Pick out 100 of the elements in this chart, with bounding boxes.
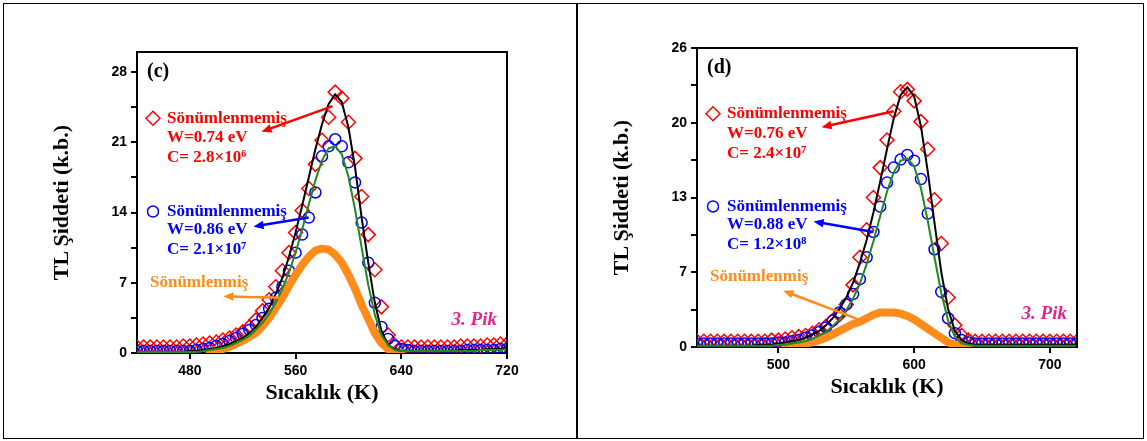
point xyxy=(704,337,717,347)
y-axis-title: TL Şiddeti (k.b.) xyxy=(607,119,633,276)
point xyxy=(334,90,350,106)
point xyxy=(738,337,751,347)
point xyxy=(480,343,494,353)
point xyxy=(494,342,507,353)
point xyxy=(342,156,355,169)
point xyxy=(845,277,861,293)
point xyxy=(327,84,343,100)
x-tick-label: 560 xyxy=(283,362,308,379)
point xyxy=(697,337,711,347)
point xyxy=(880,176,894,189)
point xyxy=(913,113,929,130)
point xyxy=(401,343,415,353)
point xyxy=(1014,333,1031,347)
point xyxy=(375,320,388,334)
point xyxy=(914,172,928,186)
point xyxy=(745,337,758,347)
y-axis-title: TL Şiddeti (k.b.) xyxy=(47,124,73,281)
point xyxy=(320,109,337,125)
point xyxy=(472,338,489,353)
point xyxy=(315,150,329,163)
point xyxy=(190,343,203,353)
point xyxy=(933,235,950,252)
point xyxy=(307,156,324,173)
point xyxy=(360,226,376,243)
annotation: 3. Pik xyxy=(1020,302,1068,324)
point xyxy=(289,246,302,259)
point xyxy=(831,307,848,323)
point xyxy=(981,333,997,347)
point xyxy=(1042,333,1058,347)
point xyxy=(302,211,316,224)
legend-label: Sönümlenmemiş xyxy=(167,200,288,220)
y-tick-label: 21 xyxy=(111,133,128,150)
point xyxy=(1063,337,1077,347)
point xyxy=(340,114,357,130)
point xyxy=(886,103,902,119)
point xyxy=(328,133,342,146)
annotation: W=0.74 eV C= 2.8×10⁶ xyxy=(167,127,249,167)
point xyxy=(948,326,962,340)
annotation: Sönümlenmiş xyxy=(710,266,809,286)
point xyxy=(928,243,941,256)
point xyxy=(994,333,1011,347)
point xyxy=(892,83,909,100)
point xyxy=(221,330,238,346)
y-tick-label: 0 xyxy=(119,343,128,360)
point xyxy=(751,337,765,347)
x-tick-label: 480 xyxy=(178,362,202,379)
x-tick-label: 700 xyxy=(1038,356,1062,373)
annotation: 3. Pik xyxy=(450,307,498,329)
point xyxy=(254,303,271,319)
point xyxy=(362,256,375,269)
point xyxy=(947,317,963,333)
point xyxy=(433,339,449,353)
point xyxy=(887,161,901,174)
point xyxy=(702,333,719,347)
point xyxy=(479,337,495,353)
point xyxy=(879,132,895,148)
y-tick-label: 7 xyxy=(679,263,688,280)
point xyxy=(765,337,778,347)
x-tick-label: 640 xyxy=(389,362,414,379)
point xyxy=(709,333,726,347)
point xyxy=(926,192,943,208)
point xyxy=(294,202,310,219)
y-tick-label: 13 xyxy=(671,188,688,205)
point xyxy=(413,339,429,353)
point xyxy=(195,336,211,352)
point xyxy=(724,337,738,347)
annotation: W=0.88 eV C= 1.2×10⁸ xyxy=(727,213,809,253)
point xyxy=(348,176,362,189)
point xyxy=(314,132,330,149)
point xyxy=(731,337,744,347)
point xyxy=(419,339,436,353)
y-tick-label: 28 xyxy=(111,62,128,79)
point xyxy=(750,333,766,347)
point xyxy=(353,188,370,205)
point xyxy=(953,327,970,344)
point xyxy=(894,153,907,166)
point xyxy=(175,338,191,353)
point xyxy=(1028,333,1045,347)
point xyxy=(770,332,787,347)
point xyxy=(487,343,501,353)
x-axis-title: Sıcaklık (K) xyxy=(265,379,379,405)
point xyxy=(368,296,382,310)
y-tick-label: 7 xyxy=(119,273,128,290)
point xyxy=(261,292,277,308)
y-tick-label: 20 xyxy=(671,113,688,130)
point xyxy=(373,299,390,315)
point xyxy=(182,338,198,353)
point xyxy=(858,221,875,238)
point xyxy=(1048,333,1065,347)
point xyxy=(367,261,383,278)
point xyxy=(935,285,948,299)
point xyxy=(940,289,956,306)
point xyxy=(295,228,309,241)
point xyxy=(736,333,753,347)
chart-title: (c) xyxy=(147,59,170,83)
point xyxy=(833,306,846,319)
point xyxy=(873,200,887,213)
y-tick-label: 0 xyxy=(679,337,688,354)
